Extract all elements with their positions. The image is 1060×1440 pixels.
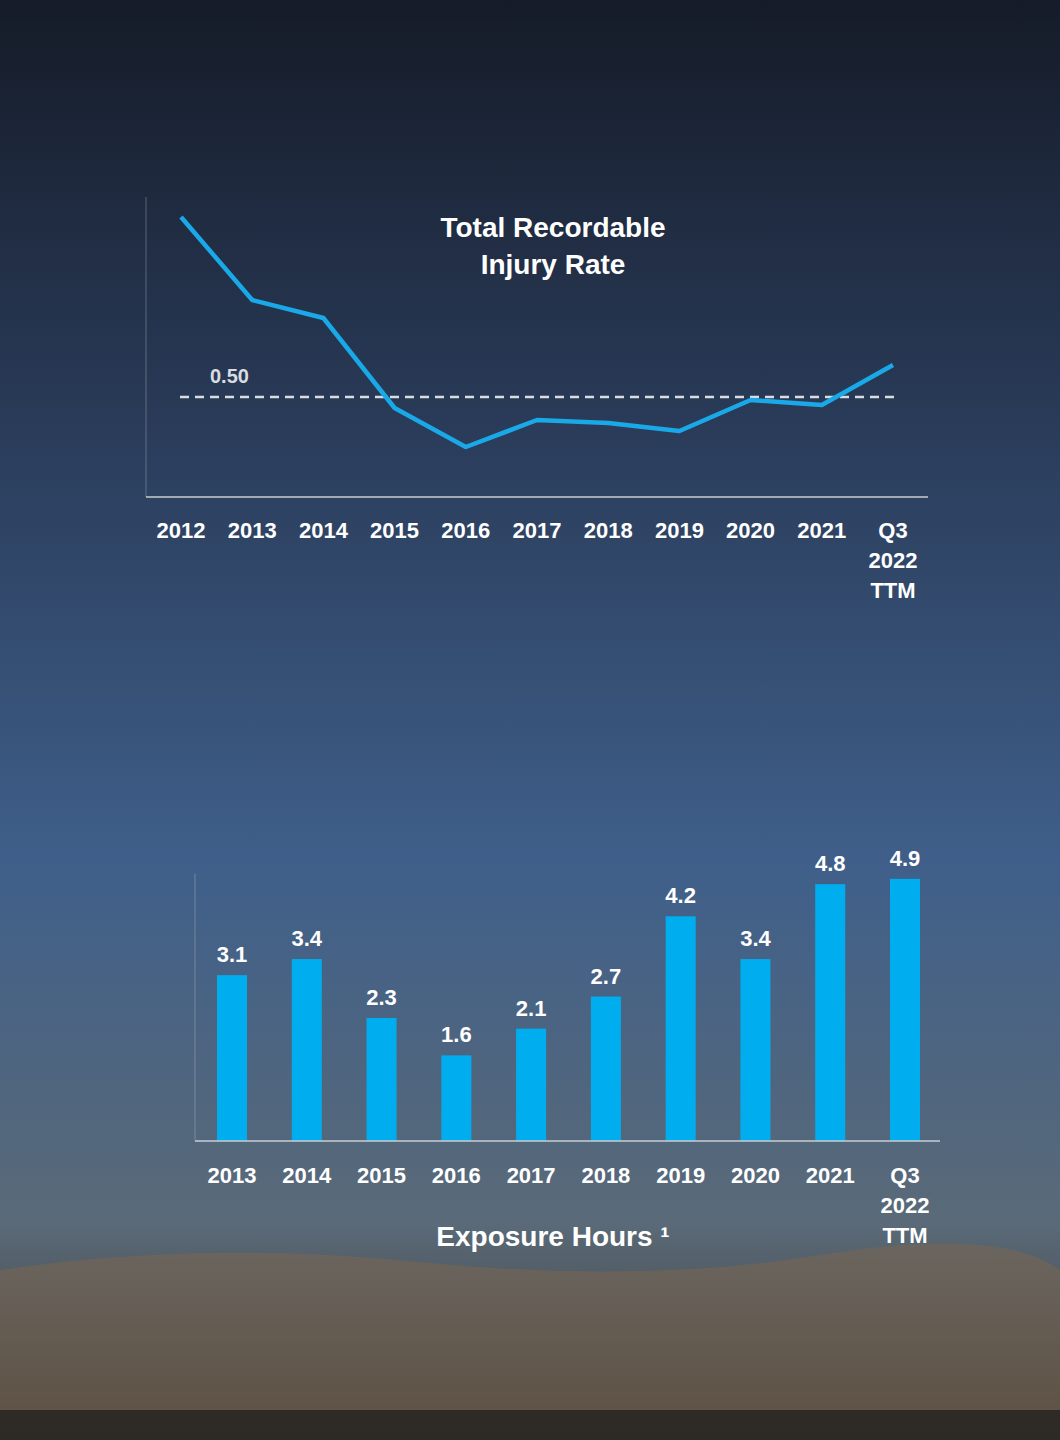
x-tick-label: 2021: [797, 518, 846, 543]
bar: [516, 1029, 546, 1141]
x-tick-label: Q32022TTM: [881, 1163, 930, 1248]
bar: [591, 997, 621, 1141]
x-tick-label: 2016: [441, 518, 490, 543]
x-tick-label: 2016: [432, 1163, 481, 1188]
x-tick-label: 2013: [208, 1163, 257, 1188]
y-axis-line: [195, 874, 196, 1142]
bar: [815, 884, 845, 1141]
x-tick-label: 2014: [299, 518, 349, 543]
data-label: 4.2: [665, 883, 696, 908]
bar: [367, 1018, 397, 1141]
bar-chart: 3.1 3.4 2.3 1.6 2.1 2.7 4.2 3.4 4.8 4.9 2013 2014 20…: [195, 846, 940, 1252]
x-tick-label: 2015: [370, 518, 419, 543]
data-label: 3.4: [291, 926, 322, 951]
x-tick-label: 2020: [731, 1163, 780, 1188]
bar: [217, 975, 247, 1141]
axis-title: Exposure Hours ¹: [436, 1221, 669, 1252]
data-label: 3.4: [740, 926, 771, 951]
y-axis-line: [146, 197, 147, 497]
page: 0.50 2012 2013 2014 2015 2016 2017 2018 2019 2020…: [0, 0, 1060, 1440]
data-label: 2.3: [366, 985, 397, 1010]
bar: [890, 879, 920, 1141]
x-tick-label: 2019: [655, 518, 704, 543]
data-label: 2.1: [516, 996, 547, 1021]
x-tick-label: 2012: [157, 518, 206, 543]
ground: [0, 1243, 1060, 1440]
x-tick-label: 2021: [806, 1163, 855, 1188]
bar: [740, 959, 770, 1141]
x-axis-line: [146, 496, 928, 498]
x-tick-label: 2018: [581, 1163, 630, 1188]
data-label: 1.6: [441, 1022, 472, 1047]
ground-shadow: [0, 1410, 1060, 1440]
background: [0, 0, 1060, 1440]
line-chart: 0.50 2012 2013 2014 2015 2016 2017 2018 2019 2020…: [146, 197, 928, 603]
data-label: 3.1: [217, 942, 248, 967]
x-tick-label: 2017: [507, 1163, 556, 1188]
x-tick-label: 2014: [282, 1163, 332, 1188]
x-tick-label: Q32022TTM: [869, 518, 918, 603]
bar: [292, 959, 322, 1141]
bar: [441, 1055, 471, 1141]
data-label: 2.7: [591, 964, 622, 989]
plot-area: [181, 217, 893, 447]
x-tick-label: 2019: [656, 1163, 705, 1188]
bar: [666, 916, 696, 1141]
x-tick-label: 2017: [513, 518, 562, 543]
y-tick-label: 0.50: [210, 365, 249, 387]
data-label: 4.9: [890, 846, 921, 871]
plot-area: [217, 879, 920, 1141]
x-tick-label: 2015: [357, 1163, 406, 1188]
x-axis-line: [195, 1140, 940, 1142]
trir-line: [181, 217, 893, 447]
x-tick-label: 2018: [584, 518, 633, 543]
grid-line: [180, 396, 896, 399]
data-label: 4.8: [815, 851, 846, 876]
chart-title: Total RecordableInjury Rate: [440, 212, 665, 280]
x-tick-label: 2013: [228, 518, 277, 543]
x-tick-label: 2020: [726, 518, 775, 543]
